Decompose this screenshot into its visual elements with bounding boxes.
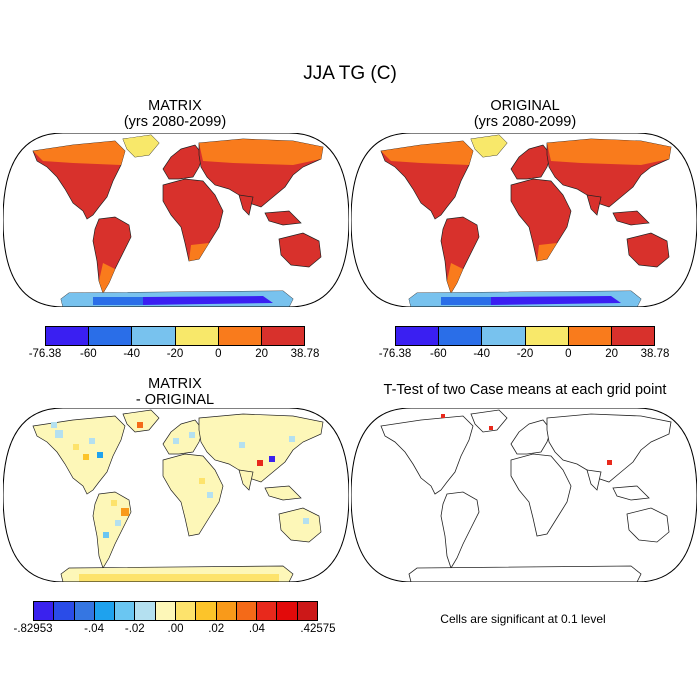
- colorbar-swatch: [439, 327, 482, 345]
- colorbar-swatch: [95, 602, 115, 620]
- colorbar-swatch: [482, 327, 525, 345]
- panel-title-original: ORIGINAL (yrs 2080-2099): [350, 98, 700, 130]
- panel-title-line1: T-Test of two Case means at each grid po…: [350, 382, 700, 398]
- colorbar-label: .42575: [300, 623, 335, 635]
- colorbar-label: -20: [167, 348, 184, 360]
- colorbar-label: -60: [80, 348, 97, 360]
- colorbar-original: -76.38 -60 -40 -20 0 20 38.78: [395, 326, 655, 362]
- colorbar-label: 20: [255, 348, 268, 360]
- colorbar-swatch: [115, 602, 135, 620]
- colorbar-swatch: [156, 602, 176, 620]
- colorbar-swatch: [54, 602, 74, 620]
- colorbar-label: -60: [430, 348, 447, 360]
- colorbar-swatch: [262, 327, 304, 345]
- colorbar-label: -40: [123, 348, 140, 360]
- colorbar-label: -40: [473, 348, 490, 360]
- colorbar-swatch: [612, 327, 654, 345]
- colorbar-label: -.82953: [13, 623, 52, 635]
- panel-title-line1: MATRIX: [0, 376, 350, 392]
- colorbar-swatch: [135, 602, 155, 620]
- colorbar-label: 0: [565, 348, 571, 360]
- colorbar-label: .02: [208, 623, 224, 635]
- colorbar-swatch: [569, 327, 612, 345]
- colorbar-swatch: [217, 602, 237, 620]
- colorbar-swatch: [75, 602, 95, 620]
- panel-title-line2: (yrs 2080-2099): [350, 114, 700, 130]
- figure-title: JJA TG (C): [0, 63, 700, 85]
- colorbar-label: 38.78: [291, 348, 320, 360]
- colorbar-label: 0: [215, 348, 221, 360]
- colorbar-swatch: [176, 602, 196, 620]
- panel-title-line2: - ORIGINAL: [0, 392, 350, 408]
- map-matrix: [3, 133, 349, 307]
- map-original: [351, 133, 697, 307]
- colorbar-label: .00: [168, 623, 184, 635]
- colorbar-swatch: [298, 602, 317, 620]
- colorbar-label: -.02: [125, 623, 145, 635]
- colorbar-matrix: -76.38 -60 -40 -20 0 20 38.78: [45, 326, 305, 362]
- map-difference: [3, 408, 349, 582]
- colorbar-swatch: [89, 327, 132, 345]
- panel-title-ttest: T-Test of two Case means at each grid po…: [350, 382, 700, 398]
- colorbar-label: -76.38: [379, 348, 412, 360]
- colorbar-swatch: [219, 327, 262, 345]
- colorbar-swatch: [34, 602, 54, 620]
- colorbar-label: .04: [249, 623, 265, 635]
- colorbar-swatch: [396, 327, 439, 345]
- panel-title-line2: (yrs 2080-2099): [0, 114, 350, 130]
- colorbar-label: -20: [517, 348, 534, 360]
- colorbar-label: 38.78: [641, 348, 670, 360]
- panel-title-line1: MATRIX: [0, 98, 350, 114]
- colorbar-label: -.04: [84, 623, 104, 635]
- colorbar-difference: -.82953 -.04 -.02.00.02.04.42575: [33, 601, 318, 637]
- colorbar-swatch: [132, 327, 175, 345]
- significance-note: Cells are significant at 0.1 level: [350, 612, 696, 626]
- colorbar-label: 20: [605, 348, 618, 360]
- colorbar-swatch: [46, 327, 89, 345]
- map-ttest: [351, 408, 697, 582]
- panel-title-difference: MATRIX - ORIGINAL: [0, 376, 350, 408]
- colorbar-swatch: [237, 602, 257, 620]
- panel-title-line1: ORIGINAL: [350, 98, 700, 114]
- colorbar-label: -76.38: [29, 348, 62, 360]
- colorbar-swatch: [526, 327, 569, 345]
- colorbar-swatch: [176, 327, 219, 345]
- colorbar-swatch: [257, 602, 277, 620]
- colorbar-swatch: [196, 602, 216, 620]
- panel-title-matrix: MATRIX (yrs 2080-2099): [0, 98, 350, 130]
- colorbar-swatch: [277, 602, 297, 620]
